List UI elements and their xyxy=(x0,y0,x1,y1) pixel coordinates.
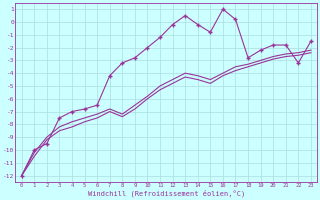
X-axis label: Windchill (Refroidissement éolien,°C): Windchill (Refroidissement éolien,°C) xyxy=(88,190,245,197)
